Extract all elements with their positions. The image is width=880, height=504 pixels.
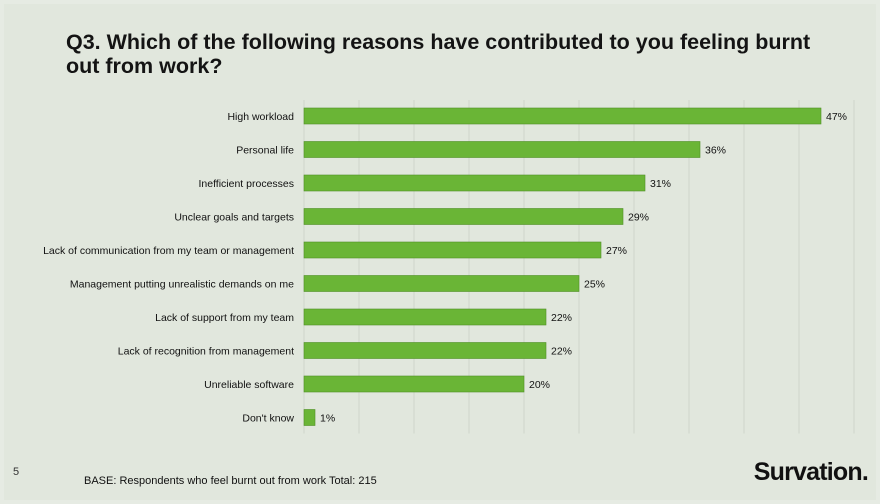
- value-label: 1%: [320, 413, 335, 425]
- category-label: High workload: [227, 111, 294, 123]
- category-label: Management putting unrealistic demands o…: [70, 279, 294, 291]
- category-label: Lack of recognition from management: [118, 346, 294, 358]
- bar: [303, 174, 646, 192]
- value-label: 31%: [650, 178, 671, 190]
- value-label: 47%: [826, 111, 847, 123]
- category-label: Lack of communication from my team or ma…: [43, 245, 294, 257]
- category-label: Lack of support from my team: [155, 312, 294, 324]
- bar: [303, 141, 701, 158]
- value-label: 22%: [551, 312, 572, 324]
- bar: [303, 342, 547, 359]
- bar: [303, 208, 624, 225]
- value-label: 25%: [584, 279, 605, 291]
- category-label: Unreliable software: [204, 379, 294, 391]
- category-label: Inefficient processes: [198, 178, 294, 190]
- page-number: 5: [13, 466, 20, 478]
- value-label: 20%: [529, 379, 550, 391]
- value-label: 22%: [551, 346, 572, 358]
- bar: [303, 241, 602, 259]
- category-label: Personal life: [236, 145, 294, 157]
- base-note: BASE: Respondents who feel burnt out fro…: [84, 475, 377, 487]
- bar: [303, 308, 547, 326]
- value-label: 29%: [628, 212, 649, 224]
- category-label: Unclear goals and targets: [174, 212, 294, 224]
- bar: [303, 409, 316, 426]
- bar: [303, 107, 822, 125]
- bar: [303, 275, 580, 292]
- value-label: 36%: [705, 145, 726, 157]
- chart-title: Q3. Which of the following reasons have …: [66, 30, 811, 78]
- bar: [303, 375, 525, 393]
- value-label: 27%: [606, 245, 627, 257]
- category-label: Don't know: [242, 413, 294, 425]
- survation-logo: Survation.: [753, 458, 869, 486]
